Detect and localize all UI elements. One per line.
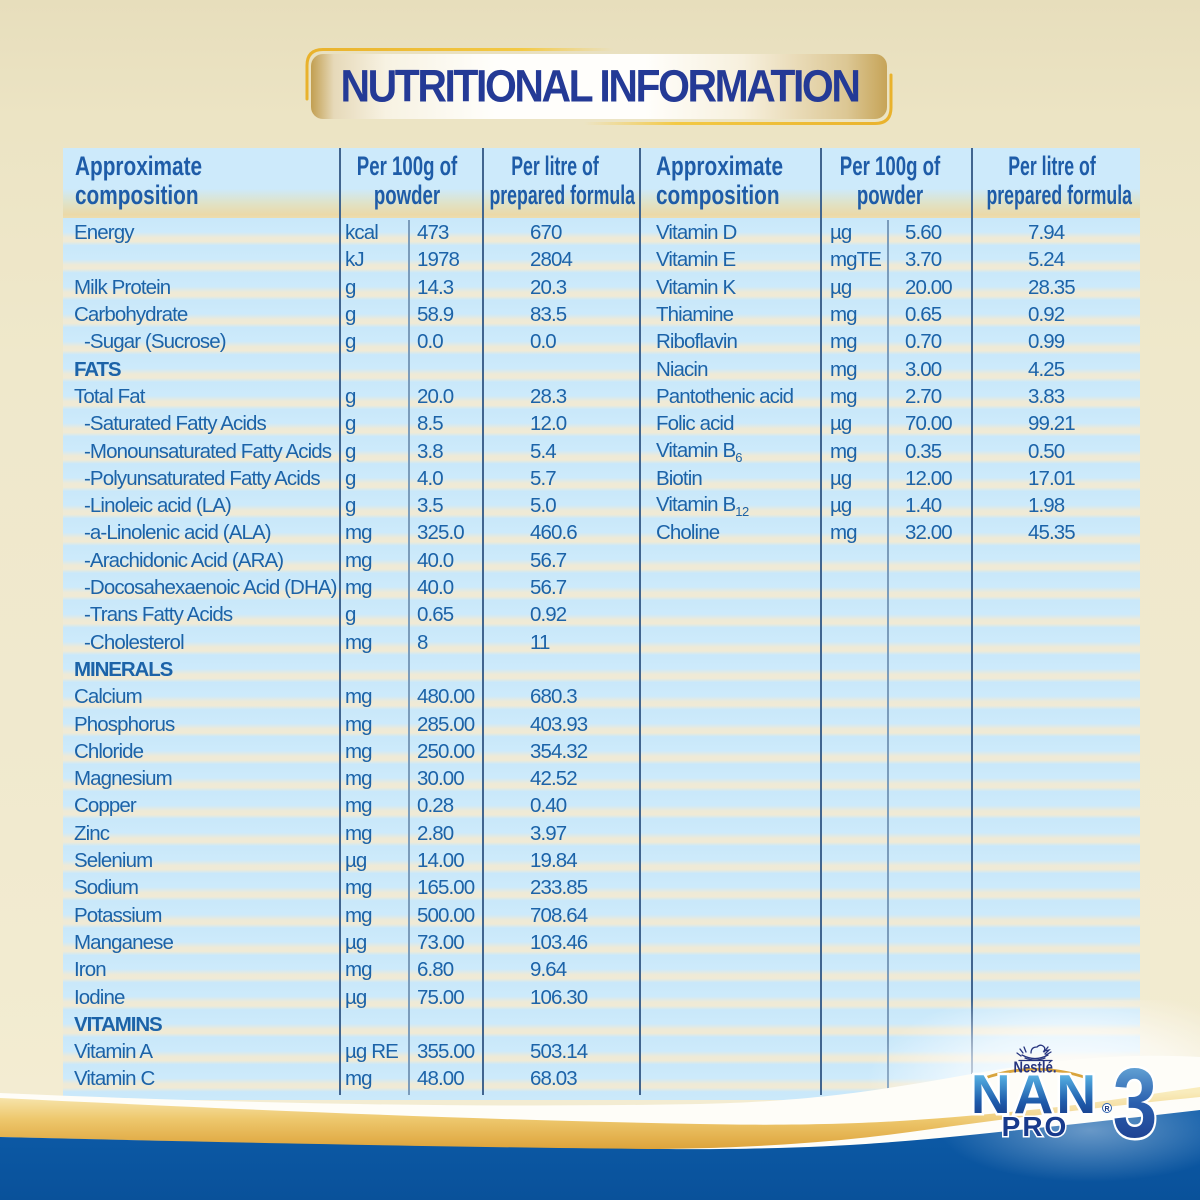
svg-text:R: R <box>1104 1106 1109 1113</box>
svg-text:3: 3 <box>1113 1048 1158 1157</box>
svg-text:Nestlé.: Nestlé. <box>1014 1060 1057 1077</box>
svg-text:NAN: NAN <box>971 1063 1099 1125</box>
svg-text:PRO: PRO <box>1002 1111 1069 1142</box>
